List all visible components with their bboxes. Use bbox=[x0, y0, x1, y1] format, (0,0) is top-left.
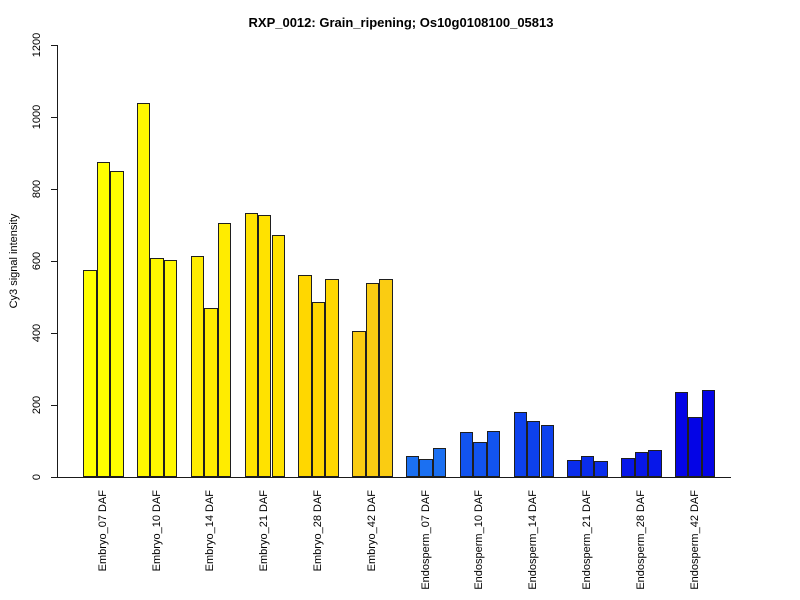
chart-title: RXP_0012: Grain_ripening; Os10g0108100_0… bbox=[248, 15, 554, 30]
y-axis-label: Cy3 signal intensity bbox=[8, 213, 20, 309]
bar bbox=[137, 102, 151, 477]
x-tick-label: Embryo_42 DAF bbox=[365, 490, 378, 572]
x-tick-label: Embryo_21 DAF bbox=[258, 490, 271, 572]
bar bbox=[406, 456, 420, 477]
bar bbox=[311, 301, 326, 477]
bar bbox=[271, 235, 285, 477]
bar bbox=[258, 214, 272, 477]
x-tick-label: Embryo_10 DAF bbox=[150, 490, 163, 572]
bar bbox=[567, 460, 581, 477]
bar bbox=[634, 451, 649, 477]
y-tick-label: 0 bbox=[31, 473, 43, 481]
bar bbox=[486, 431, 501, 477]
bar bbox=[701, 389, 716, 477]
bar bbox=[513, 411, 528, 477]
y-axis-line bbox=[57, 45, 58, 478]
x-tick-label: Endosperm_28 DAF bbox=[634, 490, 647, 590]
y-tick-label: 200 bbox=[31, 395, 43, 415]
y-tick-mark bbox=[51, 117, 57, 118]
y-tick-mark bbox=[51, 333, 57, 334]
bar bbox=[217, 222, 232, 477]
y-tick-label: 800 bbox=[31, 179, 43, 199]
bar bbox=[204, 307, 218, 477]
y-tick-label: 1200 bbox=[31, 32, 43, 58]
bar bbox=[365, 283, 380, 477]
y-tick-label: 400 bbox=[31, 323, 43, 343]
bar bbox=[675, 392, 689, 477]
y-tick-mark bbox=[51, 261, 57, 262]
y-tick-label: 1000 bbox=[31, 104, 43, 130]
bar bbox=[352, 330, 366, 477]
y-tick-label: 600 bbox=[31, 251, 43, 271]
bar bbox=[110, 171, 124, 477]
bar bbox=[190, 255, 205, 477]
x-tick-label: Endosperm_21 DAF bbox=[581, 490, 594, 590]
bar bbox=[527, 421, 541, 477]
x-tick-label: Endosperm_07 DAF bbox=[419, 490, 432, 590]
x-axis-line bbox=[57, 477, 731, 478]
x-tick-label: Endosperm_42 DAF bbox=[688, 490, 701, 590]
bar bbox=[298, 274, 312, 477]
y-tick-mark bbox=[51, 405, 57, 406]
bar bbox=[648, 449, 662, 477]
bar bbox=[688, 416, 702, 477]
x-tick-label: Endosperm_14 DAF bbox=[527, 490, 540, 590]
bar bbox=[150, 258, 164, 477]
bar bbox=[244, 213, 259, 477]
y-tick-mark bbox=[51, 45, 57, 46]
bar bbox=[419, 459, 433, 477]
x-tick-label: Endosperm_10 DAF bbox=[473, 490, 486, 590]
bar bbox=[163, 259, 178, 477]
bar bbox=[621, 458, 635, 477]
x-tick-label: Embryo_07 DAF bbox=[96, 490, 109, 572]
y-tick-mark bbox=[51, 477, 57, 478]
y-tick-mark bbox=[51, 189, 57, 190]
bar bbox=[432, 448, 447, 477]
bar bbox=[96, 161, 111, 477]
bar bbox=[473, 442, 487, 477]
x-tick-label: Embryo_14 DAF bbox=[204, 490, 217, 572]
bar bbox=[540, 424, 554, 477]
bar bbox=[379, 279, 393, 477]
x-tick-label: Embryo_28 DAF bbox=[312, 490, 325, 572]
bar bbox=[83, 270, 97, 477]
bar bbox=[325, 278, 339, 477]
bar bbox=[459, 432, 474, 477]
bar bbox=[594, 460, 608, 477]
bar bbox=[580, 456, 595, 477]
